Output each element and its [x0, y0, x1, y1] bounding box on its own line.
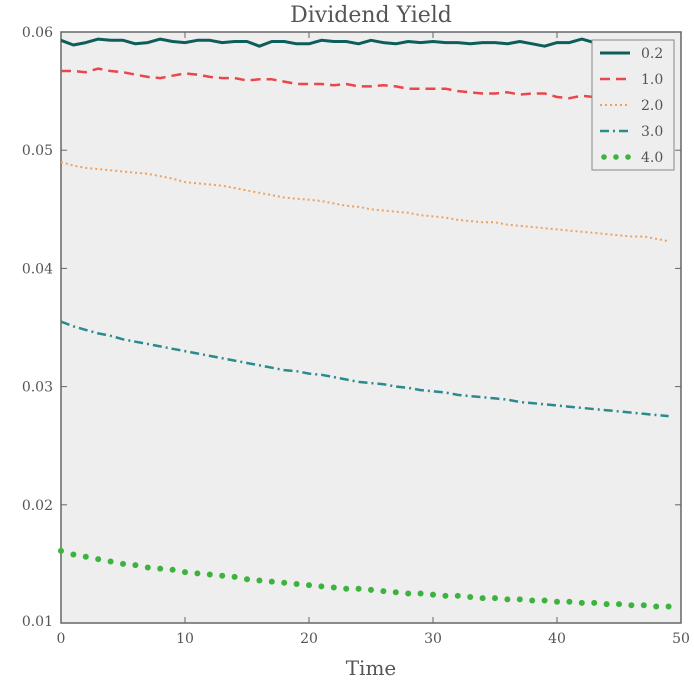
plot-area	[60, 31, 682, 624]
series-4-0-point	[70, 551, 77, 558]
series-4-0-point	[95, 556, 102, 563]
series-4-0-point	[219, 572, 226, 579]
series-4-0-point	[628, 602, 635, 609]
series-4-0-point	[467, 593, 474, 600]
series-4-0-point	[132, 562, 139, 569]
series-4-0-point	[256, 577, 263, 584]
x-tick-label: 20	[300, 631, 318, 647]
series-4-0-point	[318, 583, 325, 590]
legend-label: 1.0	[641, 72, 663, 88]
series-4-0-point	[554, 598, 560, 605]
series-4-0-point	[430, 591, 436, 598]
series-4-0-point	[58, 547, 64, 554]
series-4-0-point	[182, 569, 188, 576]
series-4-0-point	[616, 601, 622, 608]
series-4-0-point	[492, 595, 498, 602]
x-tick-label: 50	[672, 631, 690, 647]
x-tick-label: 10	[176, 631, 194, 647]
x-tick-label: 0	[57, 631, 66, 647]
series-4-0-point	[591, 599, 598, 606]
series-4-0-point	[82, 553, 89, 560]
series-4-0-point	[343, 585, 350, 592]
series-4-0-point	[281, 579, 288, 586]
series-4-0-point	[355, 585, 362, 592]
series-line-2-0	[60, 161, 669, 243]
legend: 0.2 1.0 2.0 3.0 4.0	[591, 39, 675, 171]
legend-label: 3.0	[641, 124, 663, 140]
legend-label: 4.0	[641, 150, 663, 166]
y-tick-label: 0.04	[22, 261, 53, 277]
y-tick-label: 0.05	[22, 143, 53, 159]
x-axis-title: Time	[346, 656, 397, 680]
series-4-0-point	[578, 599, 585, 606]
series-4-0-point	[454, 592, 461, 599]
legend-label: 2.0	[641, 98, 663, 114]
series-group	[58, 37, 672, 610]
x-tick-label: 40	[548, 631, 566, 647]
series-4-0-point	[368, 586, 374, 593]
series-4-0-point	[566, 598, 573, 605]
series-4-0-point	[380, 588, 387, 595]
series-4-0-point	[306, 582, 312, 589]
series-4-0-point	[330, 584, 337, 591]
legend-label: 0.2	[641, 46, 663, 62]
series-4-0-point	[653, 603, 660, 610]
y-tick-label: 0.03	[22, 380, 53, 396]
series-4-0-point	[603, 601, 610, 608]
series-4-0-point	[169, 566, 176, 573]
series-4-0-point	[405, 590, 412, 597]
legend-marker	[601, 154, 607, 160]
legend-marker	[625, 154, 631, 160]
legend-marker	[613, 154, 619, 160]
series-4-0-point	[665, 603, 672, 610]
y-tick-label: 0.06	[22, 25, 53, 41]
series-4-0-point	[231, 573, 238, 580]
series-4-0-point	[516, 596, 523, 603]
series-4-0-point	[157, 565, 164, 572]
series-4-0-point	[479, 595, 486, 602]
series-4-0-point	[392, 589, 399, 596]
series-4-0-point	[144, 564, 151, 571]
x-tick-label: 30	[424, 631, 442, 647]
chart-title: Dividend Yield	[290, 3, 452, 28]
series-4-0-point	[442, 592, 449, 599]
series-line-1-0	[61, 67, 669, 103]
series-4-0-point	[268, 578, 275, 585]
series-line-0-2	[60, 37, 669, 48]
series-4-0-point	[529, 597, 536, 604]
series-4-0-point	[640, 602, 647, 609]
series-4-0-point	[206, 571, 213, 578]
series-4-0-point	[244, 576, 250, 583]
series-4-0-point	[504, 596, 511, 603]
y-tick-label: 0.01	[22, 614, 53, 630]
series-4-0-point	[107, 558, 114, 565]
series-4-0-point	[417, 590, 424, 597]
series-4-0-point	[541, 597, 548, 604]
ticks-group: 0 10 20 30 40 50 0.01 0.02 0.03 0.04 0.05 0.06	[22, 25, 690, 647]
series-4-0-point	[120, 560, 126, 567]
y-tick-label: 0.02	[22, 498, 53, 514]
series-line-3-0	[60, 320, 669, 418]
series-4-0-point	[293, 580, 300, 587]
series-4-0-point	[194, 570, 201, 577]
